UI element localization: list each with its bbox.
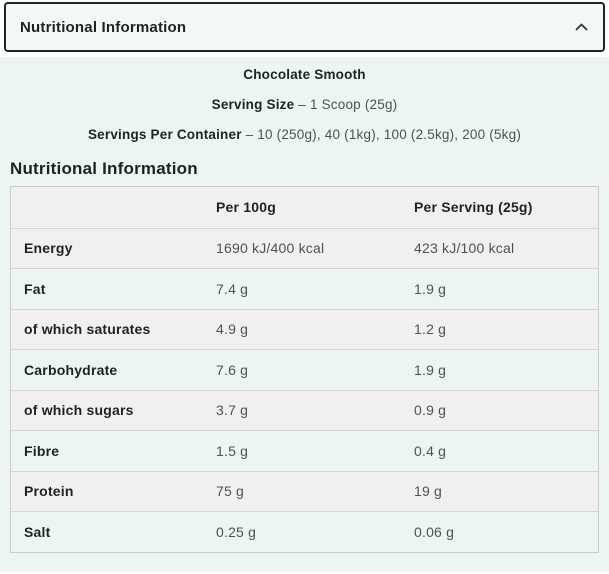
serving-size-line: Serving Size – 1 Scoop (25g)	[0, 97, 609, 113]
flavour-name: Chocolate Smooth	[0, 67, 609, 83]
row-per-100g: 1690 kJ/400 kcal	[216, 240, 325, 257]
row-per-100g: 3.7 g	[216, 402, 249, 419]
row-per-serving: 1.9 g	[414, 280, 447, 297]
row-label: Protein	[24, 483, 74, 500]
row-per-100g: 4.9 g	[216, 321, 249, 338]
row-per-serving: 0.9 g	[414, 402, 447, 419]
row-per-100g: 1.5 g	[216, 442, 249, 459]
row-per-100g: 7.4 g	[216, 280, 249, 297]
row-per-serving: 1.9 g	[414, 361, 447, 378]
table-row-protein: Protein 75 g 19 g	[11, 470, 598, 511]
row-per-100g: 0.25 g	[216, 523, 257, 540]
flavour-name-text: Chocolate Smooth	[243, 67, 366, 82]
serving-size-value: – 1 Scoop (25g)	[298, 97, 398, 112]
table-row-sugars: of which sugars 3.7 g 0.9 g	[11, 389, 598, 430]
accordion-content: Chocolate Smooth Serving Size – 1 Scoop …	[0, 57, 609, 572]
column-header-per-serving: Per Serving (25g)	[414, 199, 533, 216]
row-label: of which saturates	[24, 321, 151, 338]
table-row-salt: Salt 0.25 g 0.06 g	[11, 511, 598, 552]
row-per-100g: 75 g	[216, 483, 245, 500]
table-row-saturates: of which saturates 4.9 g 1.2 g	[11, 308, 598, 349]
serving-size-label: Serving Size	[211, 97, 295, 112]
table-row-energy: Energy 1690 kJ/400 kcal 423 kJ/100 kcal	[11, 227, 598, 268]
column-header-per-100g: Per 100g	[216, 199, 276, 216]
row-per-serving: 0.4 g	[414, 442, 447, 459]
table-row-fat: Fat 7.4 g 1.9 g	[11, 268, 598, 309]
row-per-serving: 19 g	[414, 483, 443, 500]
nutrition-table: Per 100g Per Serving (25g) Energy 1690 k…	[10, 186, 599, 553]
table-heading: Nutritional Information	[10, 159, 198, 178]
servings-per-container-line: Servings Per Container – 10 (250g), 40 (…	[0, 127, 609, 143]
row-per-serving: 1.2 g	[414, 321, 447, 338]
row-label: Salt	[24, 523, 51, 540]
row-per-serving: 423 kJ/100 kcal	[414, 240, 515, 257]
servings-per-container-value: – 10 (250g), 40 (1kg), 100 (2.5kg), 200 …	[245, 127, 522, 142]
row-label: Fat	[24, 280, 46, 297]
accordion-title: Nutritional Information	[20, 18, 187, 36]
row-label: Energy	[24, 240, 73, 257]
chevron-up-icon	[575, 23, 588, 31]
row-label: Carbohydrate	[24, 361, 118, 378]
servings-per-container-label: Servings Per Container	[87, 127, 242, 142]
row-per-100g: 7.6 g	[216, 361, 249, 378]
accordion-header-nutritional-information[interactable]: Nutritional Information	[4, 2, 605, 52]
row-per-serving: 0.06 g	[414, 523, 455, 540]
row-label: of which sugars	[24, 402, 134, 419]
row-label: Fibre	[24, 442, 60, 459]
table-row-fibre: Fibre 1.5 g 0.4 g	[11, 430, 598, 471]
table-row-carbohydrate: Carbohydrate 7.6 g 1.9 g	[11, 349, 598, 390]
table-header-row: Per 100g Per Serving (25g)	[11, 187, 598, 228]
